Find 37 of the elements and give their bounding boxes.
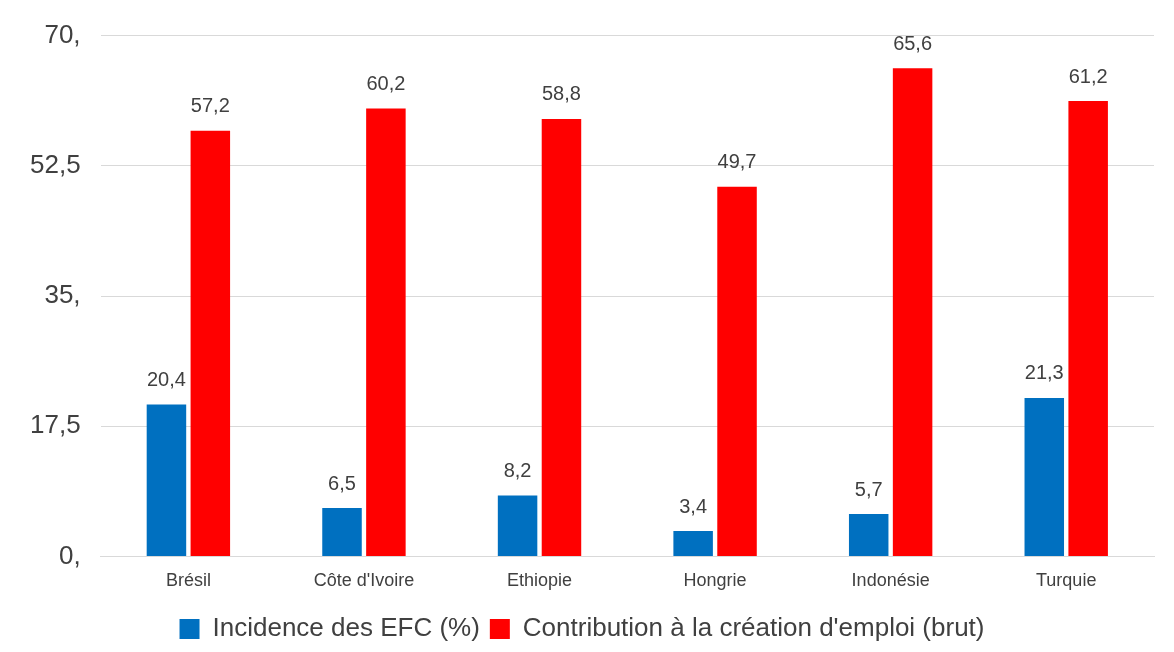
data-label: 65,6 [893, 31, 933, 54]
x-tick-label: Ethiopie [506, 570, 573, 591]
bar [146, 404, 187, 556]
data-label: 49,7 [717, 150, 757, 173]
x-tick-label: Côte d'Ivoire [313, 570, 415, 591]
y-tick-label: 52,5 [29, 148, 81, 179]
y-tick-label: 70, [44, 18, 81, 49]
data-label: 8,2 [503, 458, 532, 481]
legend-label: Incidence des EFC (%) [212, 612, 480, 643]
bar [717, 186, 757, 556]
data-label: 57,2 [190, 94, 230, 117]
y-tick-label: 17,5 [29, 409, 81, 440]
data-label: 21,3 [1024, 361, 1064, 384]
bar [1068, 101, 1108, 556]
bar [190, 130, 231, 556]
data-label: 3,4 [679, 494, 708, 517]
bar [497, 495, 538, 556]
y-tick-label: 0, [58, 539, 81, 570]
x-tick-label: Hongrie [683, 570, 747, 591]
bar [541, 118, 582, 556]
data-label: 61,2 [1068, 64, 1108, 87]
bar [848, 513, 889, 556]
data-label: 58,8 [542, 82, 581, 105]
bar [892, 68, 933, 556]
legend-label: Contribution à la création d'emploi (brut) [522, 612, 985, 643]
data-label: 20,4 [146, 368, 186, 391]
data-label: 5,7 [854, 477, 883, 500]
bar [322, 508, 362, 556]
y-tick-label: 35, [44, 279, 81, 310]
x-tick-label: Brésil [165, 570, 211, 591]
bar [1024, 397, 1065, 556]
bar [673, 531, 713, 556]
x-tick-label: Turquie [1036, 570, 1097, 591]
data-label: 6,5 [328, 471, 356, 494]
x-tick-label: Indonésie [851, 570, 930, 591]
bar [366, 108, 406, 556]
data-label: 60,2 [366, 72, 406, 95]
